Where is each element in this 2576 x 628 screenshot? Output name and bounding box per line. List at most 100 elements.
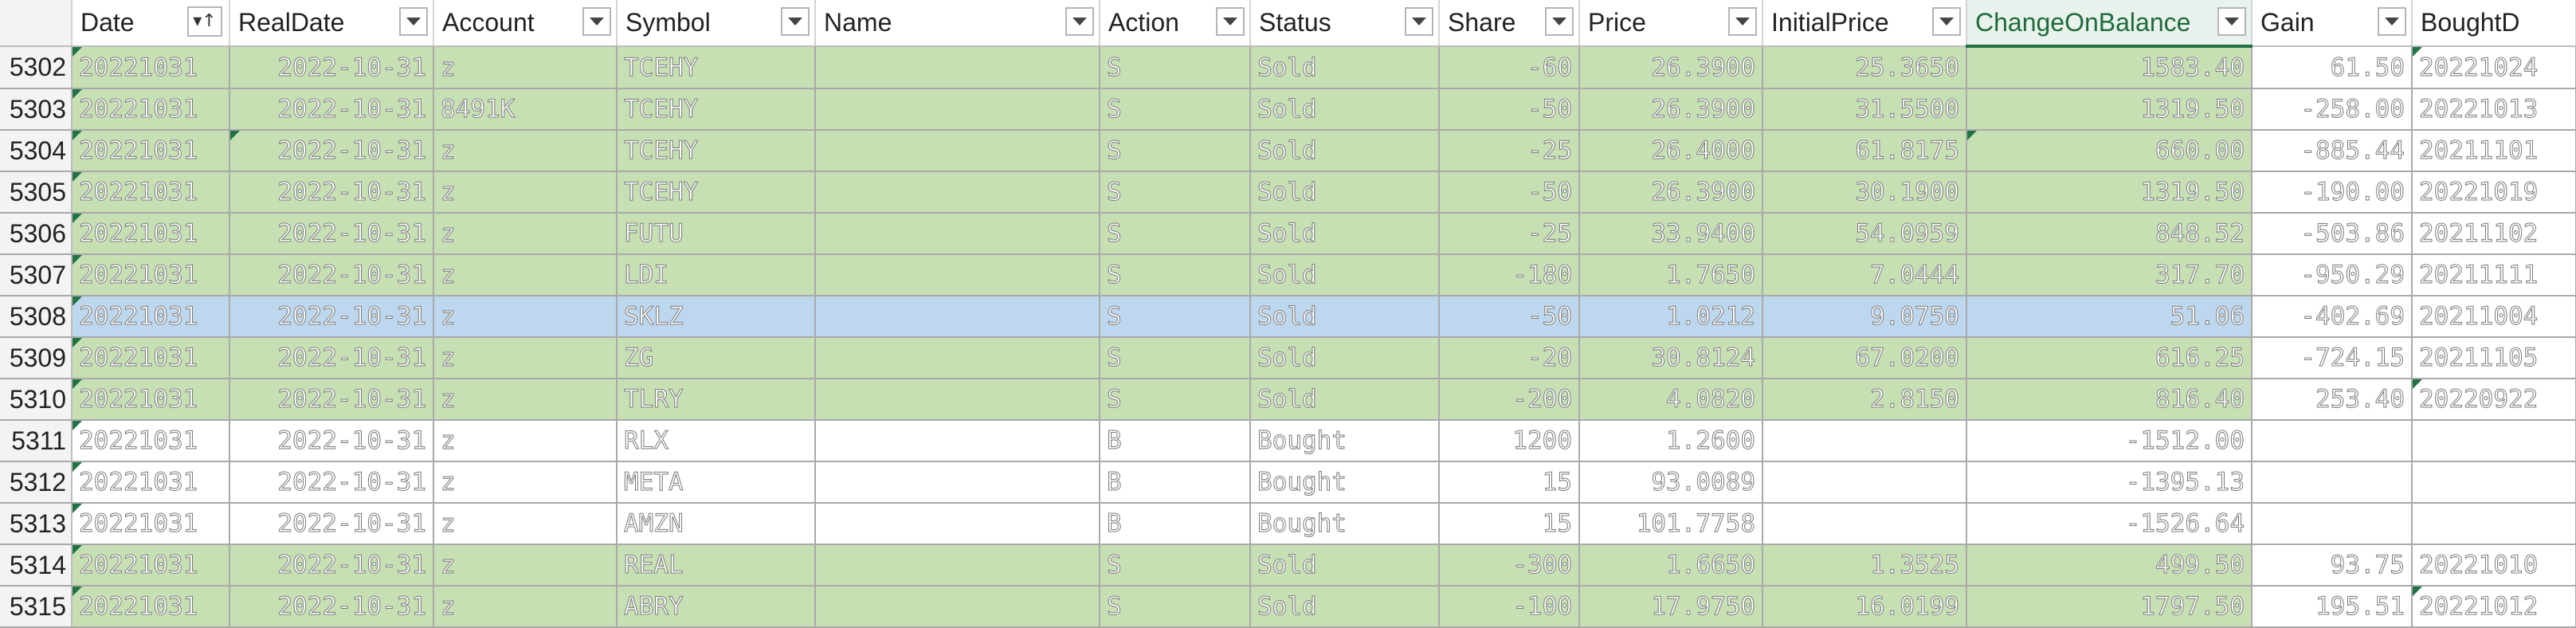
cell-price[interactable]: 17.9750	[1579, 586, 1763, 628]
cell-account[interactable]: z	[433, 130, 618, 172]
cell-date[interactable]: 20221031	[72, 171, 230, 214]
cell-price[interactable]: 26.4000	[1579, 130, 1763, 172]
cell-share[interactable]: 1200	[1439, 420, 1580, 462]
column-header-changeonbalance[interactable]: ChangeOnBalance	[1966, 0, 2253, 48]
cell-date[interactable]: 20221031	[72, 337, 230, 379]
cell-boughtdate[interactable]: 20221019	[2412, 171, 2576, 214]
cell-initialprice[interactable]: 2.8150	[1762, 379, 1967, 421]
cell-account[interactable]: z	[433, 171, 618, 214]
cell-realdate[interactable]: 2022-10-31	[229, 171, 434, 214]
cell-gain[interactable]: -402.69	[2252, 296, 2413, 338]
column-header-account[interactable]: Account	[433, 0, 618, 47]
cell-initialprice[interactable]: 31.5500	[1762, 88, 1967, 131]
table-row[interactable]: 5315 20221031 2022-10-31 z ABRY S Sold -100 17.9…	[0, 586, 2576, 628]
cell-action[interactable]: S	[1100, 586, 1251, 628]
cell-initialprice[interactable]: 7.0444	[1762, 254, 1967, 296]
column-header-price[interactable]: Price	[1579, 0, 1763, 47]
cell-gain[interactable]: 195.51	[2252, 586, 2413, 628]
column-header-date[interactable]: Date ▾↑	[72, 0, 230, 47]
table-row[interactable]: 5309 20221031 2022-10-31 z ZG S Sold -20 30.8124…	[0, 337, 2576, 379]
cell-price[interactable]: 101.7758	[1579, 503, 1763, 545]
cell-account[interactable]: z	[433, 296, 618, 338]
cell-symbol[interactable]: META	[617, 461, 816, 504]
filter-dropdown-icon[interactable]	[2217, 7, 2246, 36]
cell-share[interactable]: -180	[1439, 254, 1580, 296]
cell-share[interactable]: -25	[1439, 130, 1580, 172]
cell-share[interactable]: 15	[1439, 461, 1580, 504]
cell-status[interactable]: Bought	[1250, 420, 1440, 462]
cell-status[interactable]: Sold	[1250, 337, 1440, 379]
select-all-corner[interactable]	[0, 0, 73, 47]
column-header-symbol[interactable]: Symbol	[617, 0, 816, 47]
cell-name[interactable]	[815, 46, 1100, 89]
row-header[interactable]: 5303	[0, 88, 73, 131]
cell-date[interactable]: 20221031	[72, 420, 230, 462]
cell-boughtdate[interactable]: 20221024	[2412, 46, 2576, 89]
cell-account[interactable]: z	[433, 213, 618, 255]
cell-action[interactable]: B	[1100, 420, 1251, 462]
cell-share[interactable]: -20	[1439, 337, 1580, 379]
cell-date[interactable]: 20221031	[72, 461, 230, 504]
cell-share[interactable]: -100	[1439, 586, 1580, 628]
cell-date[interactable]: 20221031	[72, 88, 230, 131]
filter-dropdown-icon[interactable]	[1065, 7, 1094, 36]
cell-name[interactable]	[815, 586, 1100, 628]
cell-boughtdate[interactable]: 20221012	[2412, 586, 2576, 628]
cell-change[interactable]: 660.00	[1966, 130, 2253, 172]
cell-date[interactable]: 20221031	[72, 379, 230, 421]
cell-share[interactable]: -50	[1439, 296, 1580, 338]
cell-realdate[interactable]: 2022-10-31	[229, 46, 434, 89]
column-header-realdate[interactable]: RealDate	[229, 0, 434, 47]
table-row[interactable]: 5312 20221031 2022-10-31 z META B Bought 15 93.0…	[0, 461, 2576, 504]
cell-symbol[interactable]: ABRY	[617, 586, 816, 628]
cell-realdate[interactable]: 2022-10-31	[229, 130, 434, 172]
cell-gain[interactable]: -503.86	[2252, 213, 2413, 255]
cell-share[interactable]: 15	[1439, 503, 1580, 545]
table-row[interactable]: 5310 20221031 2022-10-31 z TLRY S Sold -200 4.08…	[0, 379, 2576, 421]
cell-action[interactable]: B	[1100, 461, 1251, 504]
cell-share[interactable]: -50	[1439, 171, 1580, 214]
column-header-share[interactable]: Share	[1439, 0, 1580, 47]
cell-price[interactable]: 1.2600	[1579, 420, 1763, 462]
row-header[interactable]: 5306	[0, 213, 73, 255]
cell-share[interactable]: -60	[1439, 46, 1580, 89]
filter-dropdown-icon[interactable]	[1405, 7, 1433, 36]
cell-realdate[interactable]: 2022-10-31	[229, 503, 434, 545]
cell-change[interactable]: 499.50	[1966, 544, 2253, 587]
cell-gain[interactable]: -950.29	[2252, 254, 2413, 296]
cell-date[interactable]: 20221031	[72, 544, 230, 587]
cell-share[interactable]: -25	[1439, 213, 1580, 255]
cell-date[interactable]: 20221031	[72, 296, 230, 338]
cell-symbol[interactable]: TCEHY	[617, 171, 816, 214]
cell-symbol[interactable]: RLX	[617, 420, 816, 462]
cell-price[interactable]: 93.0089	[1579, 461, 1763, 504]
cell-initialprice[interactable]: 16.0199	[1762, 586, 1967, 628]
table-row[interactable]: 5307 20221031 2022-10-31 z LDI S Sold -180 1.765…	[0, 254, 2576, 296]
cell-name[interactable]	[815, 420, 1100, 462]
cell-name[interactable]	[815, 503, 1100, 545]
cell-symbol[interactable]: TCEHY	[617, 130, 816, 172]
cell-account[interactable]: z	[433, 254, 618, 296]
cell-status[interactable]: Sold	[1250, 254, 1440, 296]
cell-change[interactable]: 1583.40	[1966, 46, 2253, 89]
row-header[interactable]: 5305	[0, 171, 73, 214]
cell-change[interactable]: 1319.50	[1966, 88, 2253, 131]
cell-price[interactable]: 30.8124	[1579, 337, 1763, 379]
cell-initialprice[interactable]: 9.0750	[1762, 296, 1967, 338]
cell-boughtdate[interactable]: 20211004	[2412, 296, 2576, 338]
cell-status[interactable]: Sold	[1250, 171, 1440, 214]
cell-change[interactable]: 51.06	[1966, 296, 2253, 338]
row-header[interactable]: 5307	[0, 254, 73, 296]
cell-action[interactable]: S	[1100, 337, 1251, 379]
column-header-initialprice[interactable]: InitialPrice	[1762, 0, 1967, 47]
filter-dropdown-icon[interactable]	[781, 7, 810, 36]
cell-name[interactable]	[815, 461, 1100, 504]
filter-dropdown-icon[interactable]	[2378, 7, 2406, 36]
cell-gain[interactable]: -190.00	[2252, 171, 2413, 214]
cell-realdate[interactable]: 2022-10-31	[229, 296, 434, 338]
cell-action[interactable]: B	[1100, 503, 1251, 545]
cell-account[interactable]: z	[433, 379, 618, 421]
cell-symbol[interactable]: LDI	[617, 254, 816, 296]
cell-realdate[interactable]: 2022-10-31	[229, 379, 434, 421]
cell-symbol[interactable]: AMZN	[617, 503, 816, 545]
